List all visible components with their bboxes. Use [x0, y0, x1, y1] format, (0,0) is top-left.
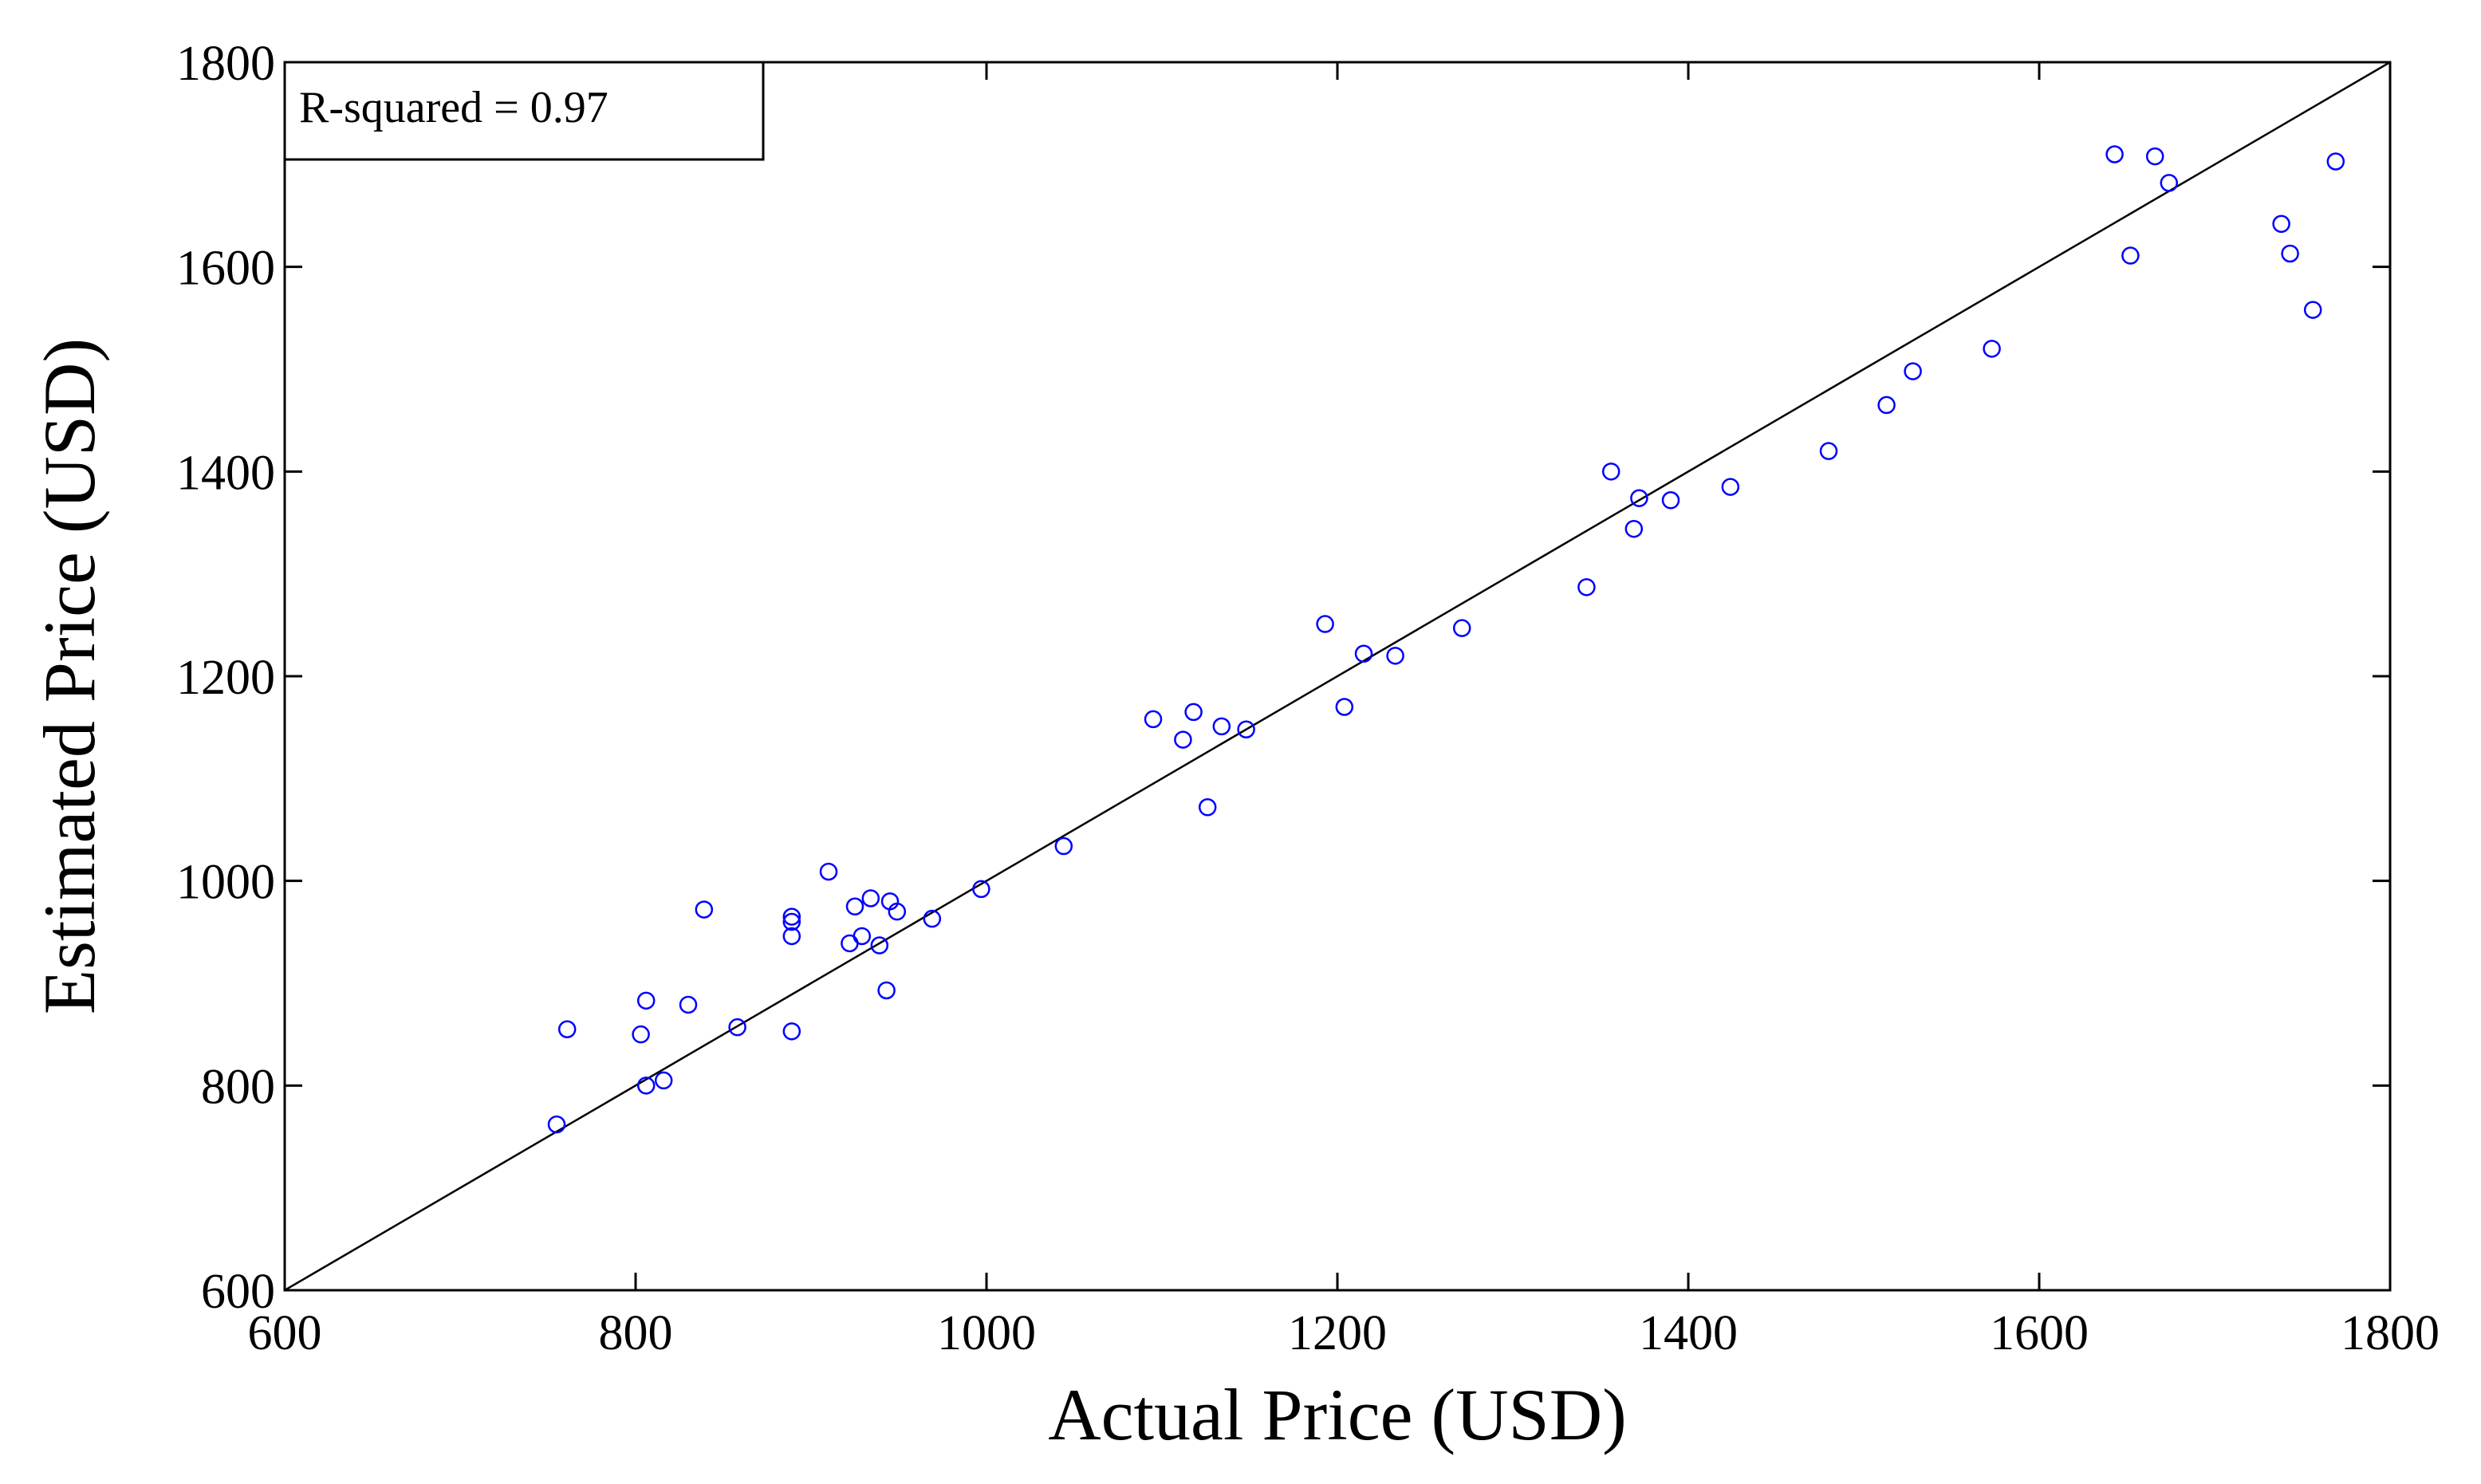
data-point	[2272, 215, 2290, 234]
y-tick-label: 1400	[176, 446, 275, 500]
x-tick-label: 1000	[937, 1306, 1036, 1360]
data-point	[1904, 362, 1922, 380]
data-point	[636, 991, 656, 1010]
y-tick-label: 1800	[176, 37, 275, 91]
data-point	[841, 934, 859, 953]
data-point	[1144, 710, 1163, 729]
data-point	[679, 995, 698, 1014]
data-point	[2105, 145, 2124, 163]
data-point	[923, 909, 942, 928]
y-tick-label: 600	[201, 1265, 275, 1319]
data-point	[1877, 396, 1896, 415]
data-point	[782, 1022, 801, 1041]
reference-line	[284, 61, 2391, 1292]
data-point	[632, 1025, 650, 1044]
data-point	[1452, 619, 1471, 637]
data-point	[782, 927, 801, 946]
data-point	[888, 902, 907, 921]
data-point	[1983, 340, 2001, 358]
data-point	[1354, 644, 1373, 663]
x-axis-title: Actual Price (USD)	[1048, 1374, 1627, 1455]
data-point	[557, 1020, 577, 1038]
data-point	[2281, 244, 2299, 263]
data-point	[782, 907, 801, 926]
y-tick-label: 1600	[176, 242, 275, 296]
x-tick-label: 1600	[1990, 1306, 2089, 1360]
data-point	[1335, 698, 1354, 716]
data-point	[853, 927, 872, 946]
data-point	[877, 981, 896, 1000]
data-point	[1174, 730, 1192, 749]
data-point	[2303, 301, 2322, 319]
y-tick-label: 800	[201, 1060, 275, 1114]
x-tick-label: 1800	[2341, 1306, 2440, 1360]
data-point	[1630, 489, 1648, 507]
data-point	[654, 1071, 673, 1090]
x-tick-label: 1400	[1639, 1306, 1738, 1360]
data-point	[547, 1115, 566, 1134]
data-point	[1624, 519, 1644, 538]
y-tick-label: 1200	[176, 651, 275, 705]
data-point	[2121, 246, 2140, 265]
data-point	[782, 912, 801, 931]
y-axis-title: Estimated Price (USD)	[29, 338, 110, 1014]
data-point	[845, 897, 864, 915]
data-point	[1212, 717, 1231, 736]
data-point	[728, 1018, 746, 1037]
data-point	[2160, 174, 2179, 192]
data-point	[1721, 478, 1740, 496]
x-tick-label: 600	[248, 1306, 322, 1360]
r-squared-annotation: R-squared = 0.97	[299, 83, 608, 132]
data-point	[1184, 703, 1203, 722]
x-tick-label: 800	[599, 1306, 673, 1360]
data-point	[1601, 463, 1621, 481]
data-point	[1054, 836, 1073, 856]
data-points	[547, 145, 2345, 1134]
data-point	[1661, 491, 1680, 510]
data-point	[1386, 647, 1404, 665]
data-point	[1819, 442, 1838, 460]
x-tick-label: 1200	[1288, 1306, 1387, 1360]
data-point	[2326, 152, 2345, 171]
data-point	[695, 900, 714, 919]
data-point	[636, 1077, 656, 1095]
data-point	[1577, 578, 1596, 596]
data-point	[1237, 720, 1255, 738]
data-point	[870, 936, 889, 955]
data-point	[861, 889, 880, 907]
data-point	[819, 862, 838, 881]
tick-labels: 600 800 1000 1200 1400 1600 1800 600 800 1000 1200…	[176, 37, 2440, 1360]
data-point	[1316, 615, 1334, 633]
data-point	[2145, 147, 2164, 166]
data-point	[972, 880, 990, 899]
data-point	[1198, 798, 1217, 817]
annotation-box	[283, 61, 765, 161]
y-tick-label: 1000	[176, 856, 275, 910]
